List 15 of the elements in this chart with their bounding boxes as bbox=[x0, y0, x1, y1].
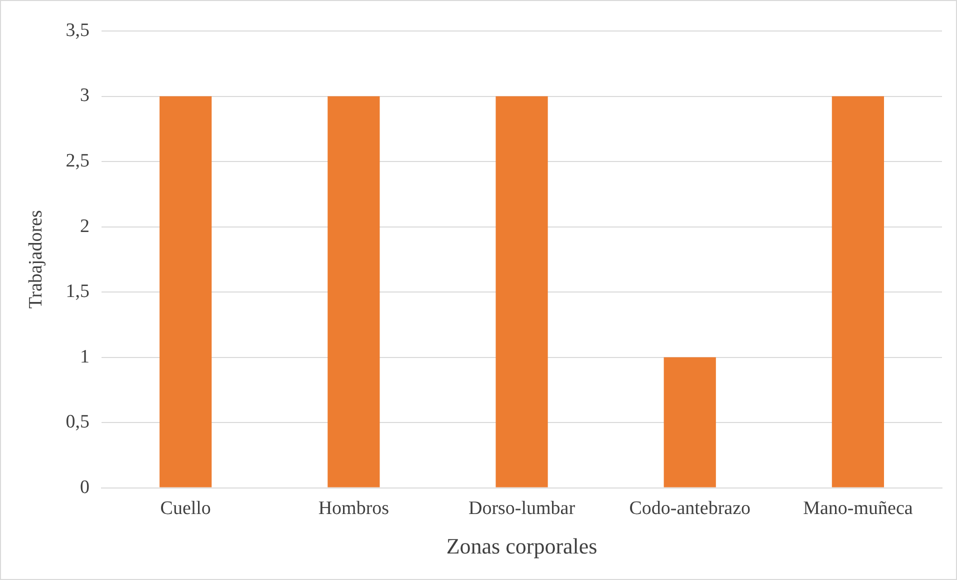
y-tick-label: 3,5 bbox=[66, 20, 90, 41]
y-tick-label: 0 bbox=[80, 476, 90, 498]
y-tick-label: 0,5 bbox=[66, 412, 90, 433]
x-tick-label: Dorso-lumbar bbox=[468, 498, 576, 520]
y-axis-title: Trabajadores bbox=[25, 210, 46, 309]
y-tick-label: 1 bbox=[80, 346, 90, 368]
x-tick-label: Cuello bbox=[160, 498, 211, 520]
y-tick-label: 2,5 bbox=[66, 150, 90, 172]
x-axis-title: Zonas corporales bbox=[446, 534, 598, 559]
x-tick-label: Mano-muñeca bbox=[803, 498, 914, 520]
x-tick-label: Codo-antebrazo bbox=[629, 498, 751, 520]
y-tick-label: 1,5 bbox=[66, 281, 90, 302]
x-tick-label: Hombros bbox=[318, 498, 390, 520]
y-tick-label: 3 bbox=[80, 85, 90, 106]
y-tick-label: 2 bbox=[80, 216, 90, 237]
